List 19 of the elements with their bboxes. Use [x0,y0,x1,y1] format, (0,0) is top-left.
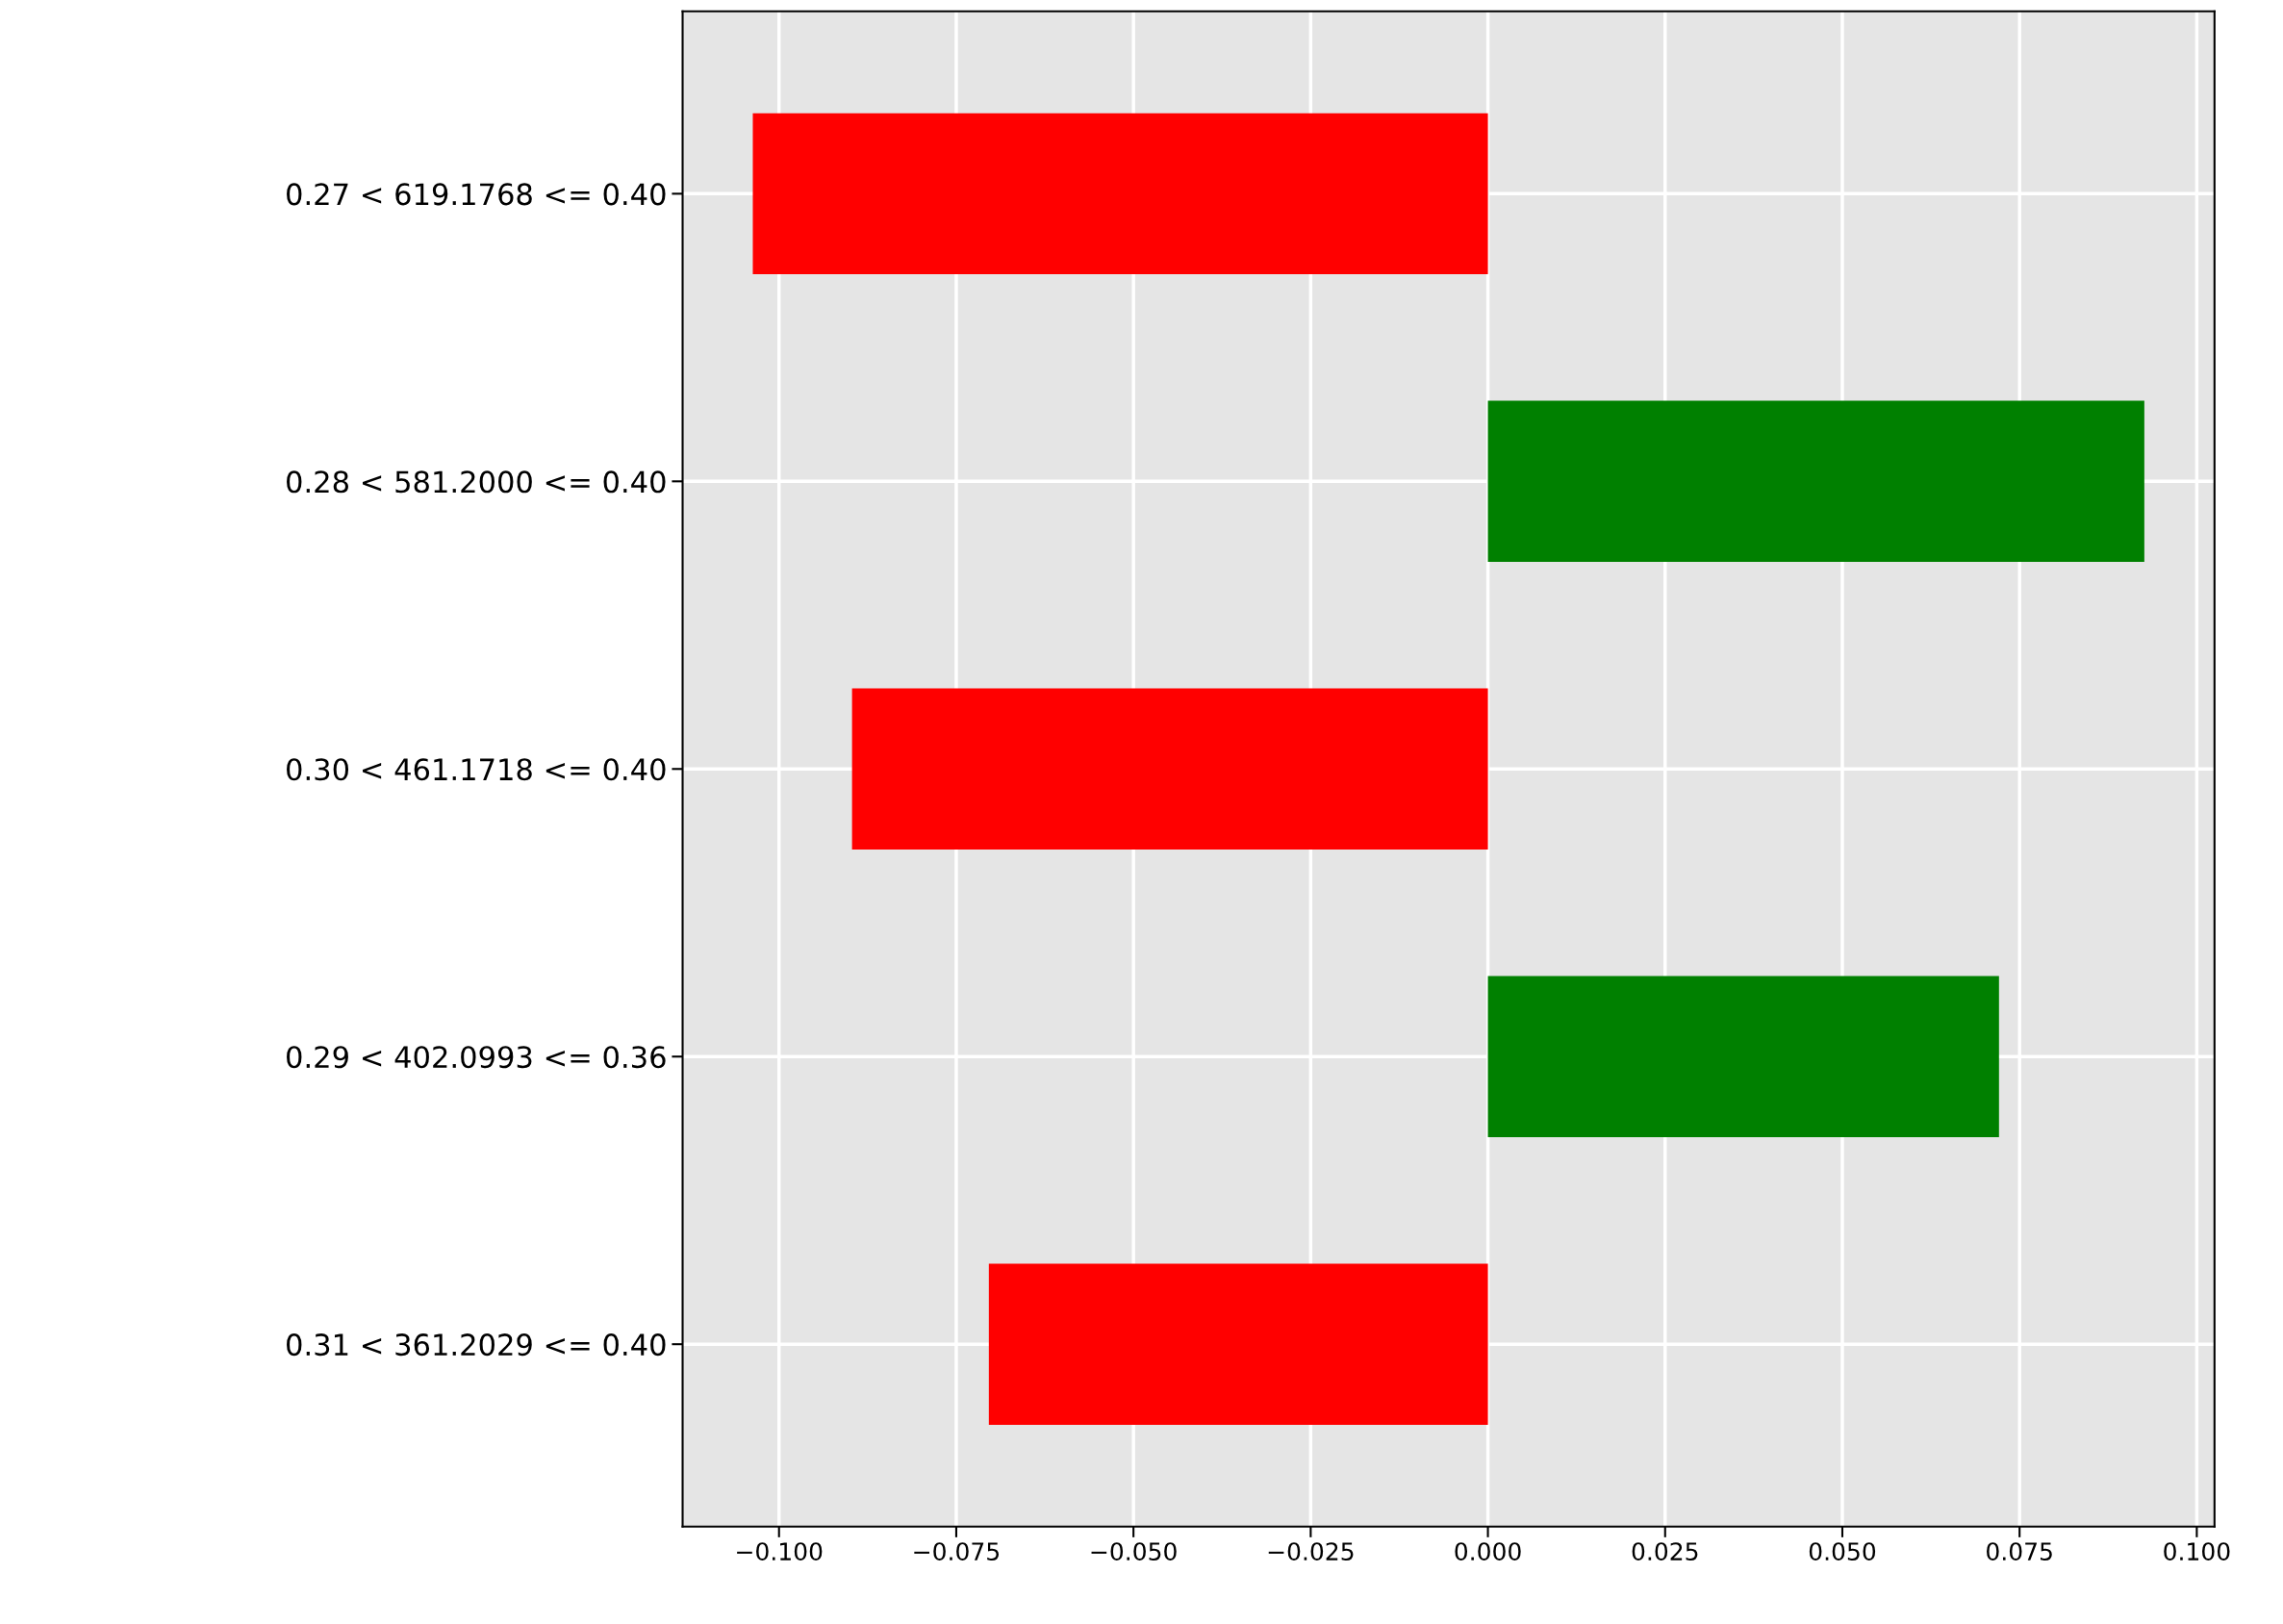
bar [1487,400,2144,563]
x-tick-label: 0.075 [1987,1542,2052,1561]
x-tick-label: 0.100 [2164,1542,2230,1561]
y-tick-label: 0.30 < 461.1718 <= 0.40 [287,758,666,781]
x-tick-label: 0.050 [1809,1542,1876,1561]
x-tick-label: −0.050 [1091,1542,1177,1561]
x-tick-label: 0.025 [1632,1542,1698,1561]
bar [851,688,1488,850]
x-tick-label: −0.075 [914,1542,1000,1561]
y-tick-label: 0.31 < 361.2029 <= 0.40 [287,1333,666,1357]
y-tick-label: 0.29 < 402.0993 <= 0.36 [287,1046,666,1069]
x-tick-label: −0.100 [737,1542,823,1561]
bar [752,113,1488,275]
y-tick-label: 0.27 < 619.1768 <= 0.40 [287,183,666,206]
y-tick-label: 0.28 < 581.2000 <= 0.40 [287,470,666,494]
x-tick-label: 0.000 [1455,1542,1521,1561]
x-tick-label: −0.025 [1268,1542,1354,1561]
bar [1487,976,1999,1137]
bar [988,1263,1488,1425]
